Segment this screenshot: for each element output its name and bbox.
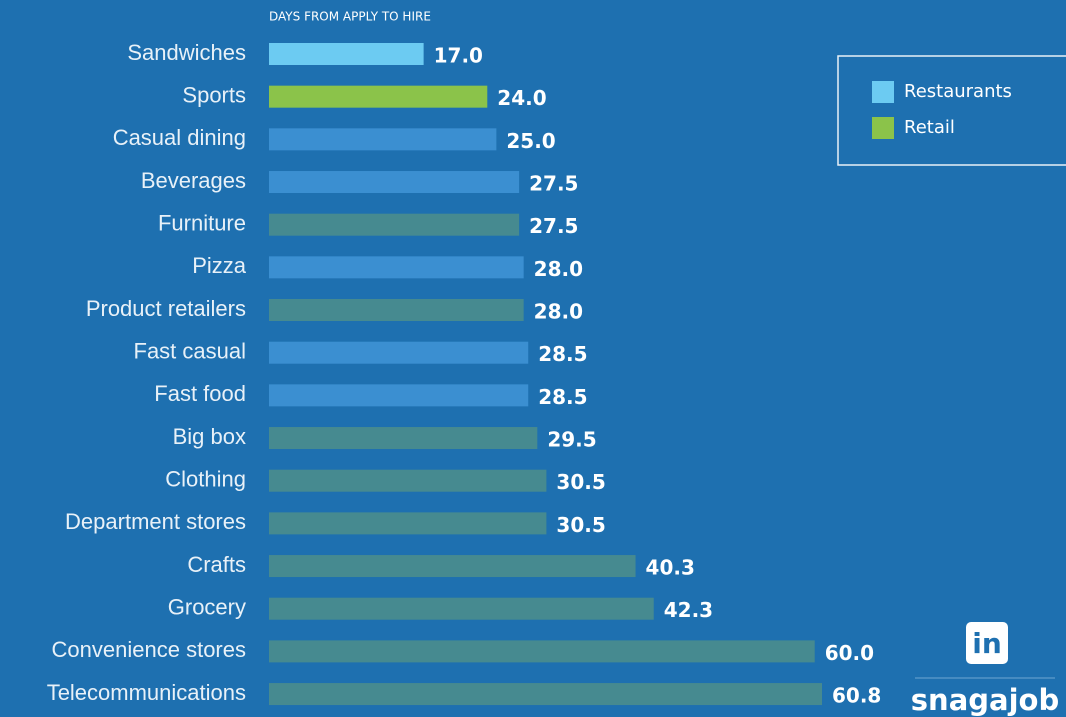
bar (269, 640, 815, 663)
bar (269, 213, 520, 236)
bar (269, 683, 822, 706)
legend-box (837, 55, 1066, 166)
category-label: Fast casual (134, 339, 247, 364)
category-label: Clothing (165, 467, 246, 492)
category-label: Casual dining (113, 125, 246, 150)
bar (269, 171, 520, 194)
bar (269, 512, 547, 535)
bar (269, 128, 497, 151)
category-label: Beverages (141, 168, 246, 193)
bar (269, 299, 524, 322)
bar (269, 384, 529, 407)
value-label: 30.5 (556, 470, 605, 494)
value-label: 42.3 (664, 598, 713, 622)
legend-swatch (872, 81, 894, 103)
value-label: 60.0 (825, 641, 874, 665)
value-label: 24.0 (497, 86, 546, 110)
value-label: 30.5 (556, 513, 605, 537)
value-label: 28.0 (534, 300, 583, 324)
value-label: 28.0 (534, 257, 583, 281)
bar (269, 469, 547, 492)
axis-label: DAYS FROM APPLY TO HIRE (269, 10, 431, 24)
value-label: 29.5 (547, 428, 596, 452)
value-label: 28.5 (538, 342, 587, 366)
category-label: Telecommunications (47, 680, 246, 705)
value-label: 40.3 (646, 556, 695, 580)
bar (269, 341, 529, 364)
category-label: Big box (173, 424, 246, 449)
value-label: 60.8 (832, 684, 881, 708)
category-label: Pizza (192, 253, 247, 278)
bar (269, 85, 488, 108)
category-label: Furniture (158, 210, 246, 235)
legend-swatch (872, 117, 894, 139)
legend-label: Restaurants (904, 81, 1012, 102)
value-label: 25.0 (506, 129, 555, 153)
category-label: Product retailers (86, 296, 246, 321)
bar (269, 555, 636, 578)
category-label: Sandwiches (127, 40, 246, 65)
snagajob-logo: snagajob (911, 683, 1059, 717)
linkedin-badge (966, 622, 1008, 664)
bar (269, 597, 654, 620)
category-label: Grocery (168, 595, 246, 620)
category-label: Convenience stores (52, 637, 246, 662)
legend-label: Retail (904, 117, 955, 138)
category-label: Department stores (65, 509, 246, 534)
bar (269, 43, 424, 65)
value-label: 27.5 (529, 214, 578, 238)
value-label: 27.5 (529, 172, 578, 196)
value-label: 17.0 (434, 44, 483, 68)
bar (269, 427, 538, 450)
linkedin-logo: in (972, 627, 1002, 660)
category-label: Crafts (187, 552, 246, 577)
bar (269, 256, 524, 279)
category-label: Fast food (154, 381, 246, 406)
category-label: Sports (182, 82, 246, 107)
value-label: 28.5 (538, 385, 587, 409)
